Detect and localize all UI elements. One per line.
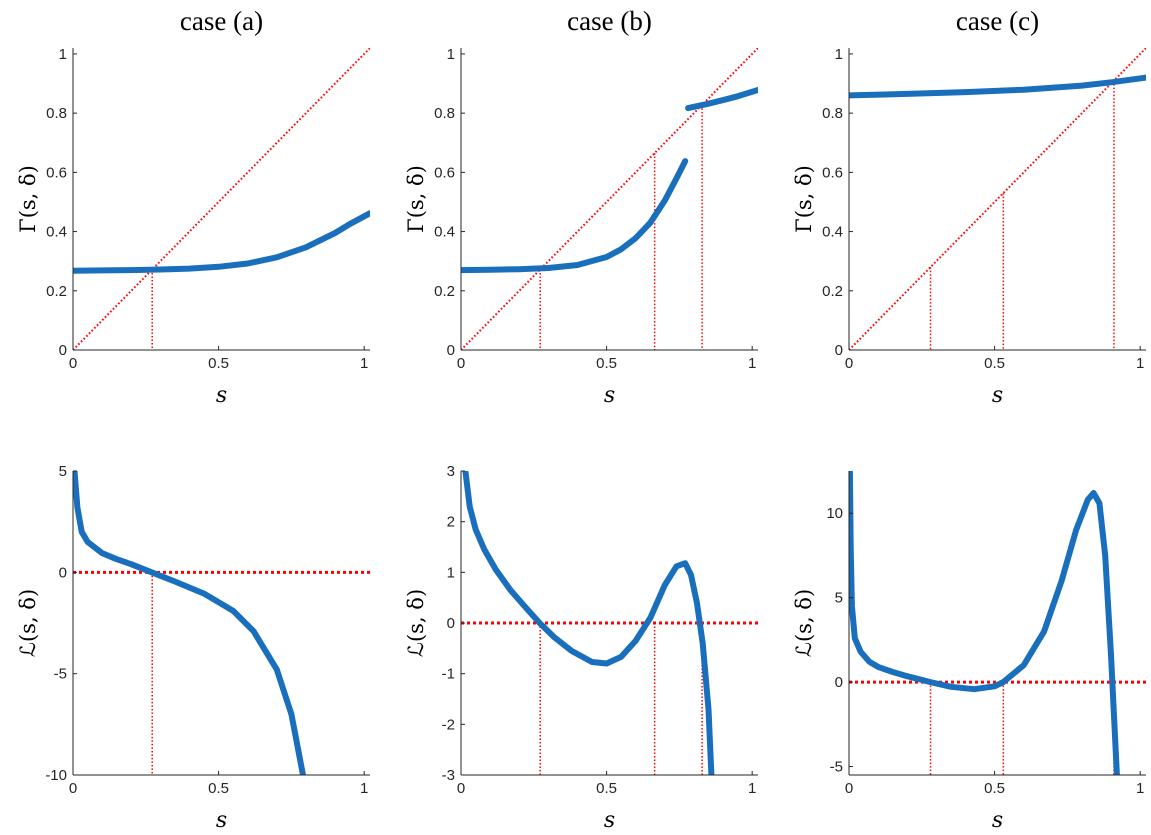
y-tick-label: 0 [447, 615, 455, 632]
x-tick-label: 1 [1136, 355, 1144, 372]
x-tick-label: 0.5 [596, 355, 617, 372]
y-tick-label: 0.8 [46, 105, 67, 122]
y-tick-label: -10 [45, 767, 67, 784]
y-tick-label: 0.2 [434, 283, 455, 300]
x-tick-label: 0 [69, 780, 77, 797]
y-tick-label: 0.4 [434, 224, 455, 241]
x-tick-label: 1 [1136, 780, 1144, 797]
plot-area [73, 48, 370, 350]
panel-b-bottom: 0 0.5 1 -3 -2 -1 0 1 2 3 s ℒ(s, δ) [404, 463, 758, 833]
y-tick-label: -5 [54, 666, 67, 683]
x-tick-label: 0.5 [208, 355, 229, 372]
y-tick-label: 0.6 [46, 164, 67, 181]
panel-title: case (c) [956, 6, 1039, 36]
x-axis-label: s [992, 808, 1003, 833]
y-tick-label: -5 [830, 759, 843, 776]
x-tick-label: 0.5 [984, 780, 1005, 797]
y-tick-label: 1 [59, 46, 67, 63]
x-tick-label: 0.5 [984, 355, 1005, 372]
x-tick-label: 0 [69, 355, 77, 372]
y-tick-label: 10 [826, 505, 843, 522]
plot-area [73, 471, 370, 775]
y-tick-label: 2 [447, 514, 455, 531]
x-tick-label: 0 [457, 355, 465, 372]
plot-area [461, 471, 758, 775]
y-tick-label: 0.4 [46, 224, 67, 241]
y-tick-label: 0 [835, 674, 843, 691]
x-axis-label: s [216, 808, 227, 833]
y-axis-label: Γ(s, δ) [404, 165, 428, 233]
y-tick-label: -3 [442, 767, 455, 784]
y-tick-label: 0 [59, 342, 67, 359]
x-tick-label: 0 [845, 780, 853, 797]
y-tick-label: -2 [442, 716, 455, 733]
y-axis-label: ℒ(s, δ) [404, 589, 428, 657]
y-tick-label: 1 [835, 46, 843, 63]
series-curve [685, 87, 758, 112]
plot-area [849, 48, 1146, 350]
y-tick-label: 5 [835, 590, 843, 607]
plot-area [849, 471, 1146, 775]
y-tick-label: -1 [442, 666, 455, 683]
y-axis-label: Γ(s, δ) [16, 165, 40, 233]
y-tick-label: 0.2 [822, 283, 843, 300]
x-tick-label: 1 [748, 355, 756, 372]
series-curve [73, 471, 306, 775]
y-axis-label: ℒ(s, δ) [16, 589, 40, 657]
y-axis-label: ℒ(s, δ) [792, 589, 816, 657]
x-axis-label: s [216, 383, 227, 408]
panel-b-top: 0 0.5 1 0 0.2 0.4 0.6 0.8 1 case (b) s Γ(s, δ) [404, 6, 758, 408]
panel-c-top: 0 0.5 1 0 0.2 0.4 0.6 0.8 1 case (c) s Γ(s, δ) [792, 6, 1146, 408]
panel-a-bottom: 0 0.5 1 -10 -5 0 5 s ℒ(s, δ) [16, 463, 370, 833]
x-tick-label: 1 [360, 780, 368, 797]
x-axis-label: s [604, 808, 615, 833]
x-axis-label: s [992, 383, 1003, 408]
x-tick-label: 1 [360, 355, 368, 372]
y-tick-label: 0.8 [434, 105, 455, 122]
series-curve [461, 158, 689, 274]
y-tick-label: 0.6 [434, 164, 455, 181]
panel-a-top: 0 0.5 1 0 0.2 0.4 0.6 0.8 1 case (a) s Γ(s, δ) [16, 6, 370, 408]
diagonal-reference-line [73, 48, 370, 350]
series-curve [849, 471, 1120, 775]
y-tick-label: 0.2 [46, 283, 67, 300]
y-tick-label: 1 [447, 46, 455, 63]
y-tick-label: 3 [447, 463, 455, 480]
series-curve [462, 471, 715, 775]
panel-title: case (b) [567, 6, 652, 36]
y-tick-label: 1 [447, 564, 455, 581]
plot-area [461, 48, 758, 350]
y-tick-label: 0.4 [822, 224, 843, 241]
x-tick-label: 0 [457, 780, 465, 797]
y-tick-label: 5 [59, 463, 67, 480]
y-tick-label: 0.8 [822, 105, 843, 122]
y-axis-label: Γ(s, δ) [792, 165, 816, 233]
x-axis-label: s [604, 383, 615, 408]
series-curve [73, 210, 370, 274]
diagonal-reference-line [461, 48, 758, 350]
y-tick-label: 0 [447, 342, 455, 359]
x-tick-label: 0.5 [596, 780, 617, 797]
y-tick-label: 0 [835, 342, 843, 359]
x-tick-label: 0 [845, 355, 853, 372]
series-curve [849, 74, 1146, 99]
x-tick-label: 0.5 [208, 780, 229, 797]
x-tick-label: 1 [748, 780, 756, 797]
panel-title: case (a) [180, 6, 263, 36]
y-tick-label: 0 [59, 564, 67, 581]
y-tick-label: 0.6 [822, 164, 843, 181]
